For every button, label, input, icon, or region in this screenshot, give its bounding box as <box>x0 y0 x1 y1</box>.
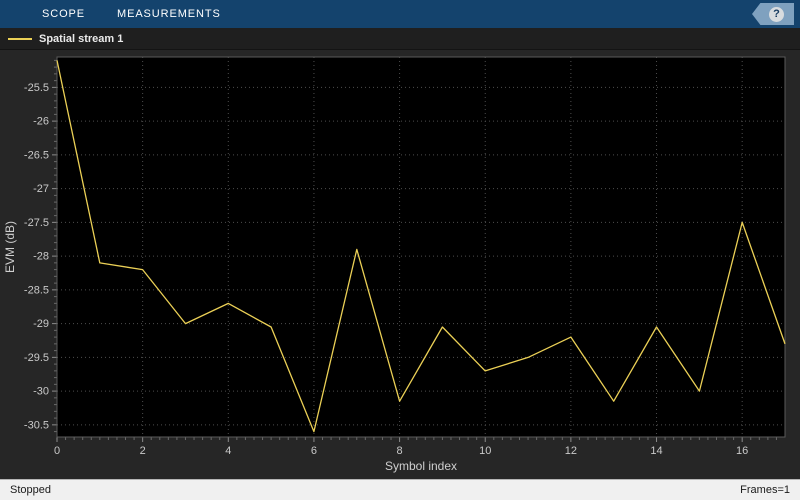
plot-region: 0 2 4 6 8 10 12 14 16 -30.5 -30 -29.5 -29 -28.5 -28 -27… <box>0 50 800 479</box>
status-bar: Stopped Frames=1 <box>0 479 800 500</box>
legend-series-label: Spatial stream 1 <box>39 32 124 45</box>
legend-line-sample <box>8 37 32 40</box>
toolstrip: SCOPE MEASUREMENTS ? <box>0 0 800 28</box>
svg-text:12: 12 <box>565 445 577 457</box>
svg-text:8: 8 <box>397 445 403 457</box>
svg-text:-25.5: -25.5 <box>24 82 49 94</box>
svg-text:-28.5: -28.5 <box>24 284 49 296</box>
svg-text:-30.5: -30.5 <box>24 419 49 431</box>
svg-text:-26.5: -26.5 <box>24 149 49 161</box>
plot-svg[interactable]: 0 2 4 6 8 10 12 14 16 -30.5 -30 -29.5 -29 -28.5 -28 -27… <box>0 50 800 479</box>
svg-text:2: 2 <box>140 445 146 457</box>
tab-measurements[interactable]: MEASUREMENTS <box>117 8 221 20</box>
svg-text:4: 4 <box>225 445 231 457</box>
svg-text:16: 16 <box>736 445 748 457</box>
svg-text:10: 10 <box>479 445 491 457</box>
svg-text:-29.5: -29.5 <box>24 352 49 364</box>
legend-bar: Spatial stream 1 <box>0 28 800 50</box>
svg-text:-27.5: -27.5 <box>24 217 49 229</box>
help-button[interactable]: ? <box>752 3 794 25</box>
frames-counter: Frames=1 <box>740 484 790 496</box>
svg-text:-26: -26 <box>33 116 49 128</box>
svg-text:6: 6 <box>311 445 317 457</box>
tab-scope[interactable]: SCOPE <box>42 8 86 20</box>
help-icon[interactable]: ? <box>769 6 784 22</box>
svg-text:14: 14 <box>650 445 662 457</box>
svg-text:-28: -28 <box>33 251 49 263</box>
svg-text:-30: -30 <box>33 386 49 398</box>
svg-text:Symbol index: Symbol index <box>385 459 457 473</box>
svg-text:-29: -29 <box>33 318 49 330</box>
svg-text:-27: -27 <box>33 183 49 195</box>
svg-text:EVM (dB): EVM (dB) <box>3 221 17 273</box>
svg-text:0: 0 <box>54 445 60 457</box>
status-text: Stopped <box>10 484 51 496</box>
